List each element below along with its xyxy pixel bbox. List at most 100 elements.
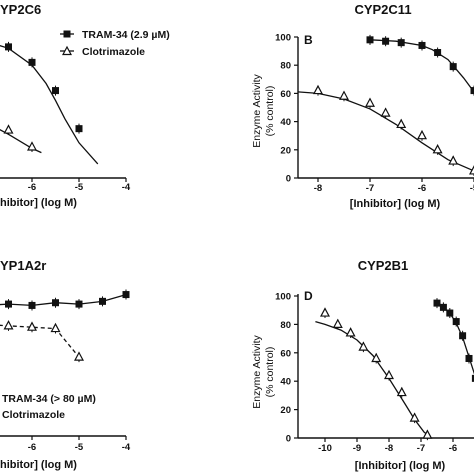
x-tick-label: -7 <box>417 443 425 454</box>
tram-34-point <box>470 87 474 95</box>
tram-34-2-9-m-curve <box>0 45 99 165</box>
tram-34-point <box>397 39 405 47</box>
y-tick-label: 60 <box>280 89 291 100</box>
y-tick-label: 60 <box>280 348 291 359</box>
tram-34-point <box>471 374 474 382</box>
x-tick-label: -9 <box>353 443 361 454</box>
panel-d-y-axis-label-line1: Enzyme Activity <box>251 334 263 408</box>
clotrimazole-point <box>432 144 443 154</box>
panel-a-x-axis-label: hibitor] (log M) <box>0 197 77 209</box>
clotrimazole-curve <box>315 320 431 438</box>
panel-b-letter: B <box>304 33 313 47</box>
legend-label-tram34: TRAM-34 (2.9 µM) <box>82 29 170 41</box>
panel-a-plot-area <box>0 41 99 165</box>
tram-34-point <box>382 37 390 45</box>
panel-c: YP1A2r -6 -5 -4 hibitor] (log M) TRAM-34… <box>0 258 131 471</box>
clotrimazole-point <box>313 84 323 95</box>
y-tick-label: 20 <box>280 405 291 416</box>
clotrimazole-curve <box>0 324 80 358</box>
clotrimazole-point <box>27 141 37 151</box>
legend-label-clotrimazole: Clotrimazole <box>2 409 65 421</box>
y-tick-label: 80 <box>280 320 291 331</box>
panel-c-x-axis-label: hibitor] (log M) <box>0 459 77 471</box>
tram-34-80-m-point <box>52 299 59 307</box>
panel-d: CYP2B1 Enzyme Activity (% control) 0 20 40… <box>251 258 474 472</box>
panel-a-x-tick-label: -6 <box>28 182 36 193</box>
tram-34-point <box>418 41 426 49</box>
tram-34-point <box>446 309 454 317</box>
panel-b-y-axis-label-line1: Enzyme Activity <box>251 73 263 147</box>
tram-34-80-m-point <box>28 301 36 309</box>
clotrimazole-curve <box>0 128 42 154</box>
panel-c-x-tick-label: -6 <box>28 442 36 453</box>
clotrimazole-point <box>3 320 14 330</box>
panel-c-x-tick-label: -5 <box>75 442 84 453</box>
tram-34-80-m-curve <box>0 293 127 307</box>
panel-b-y-axis-label-line2: (% control) <box>264 86 276 137</box>
panel-d-x-axis-label: [Inhibitor] (log M) <box>355 460 446 472</box>
panel-b-x-axis-label: [Inhibitor] (log M) <box>350 198 441 210</box>
tram-34-80-m-point <box>75 300 83 308</box>
panel-a: YP2C6 -6 -5 -4 hibitor] (log M) TRAM-34 … <box>0 2 170 209</box>
tram-34-point <box>465 354 473 362</box>
y-tick-label: 0 <box>286 174 291 185</box>
panel-a-legend: TRAM-34 (2.9 µM) Clotrimazole <box>60 29 170 58</box>
clotrimazole-point <box>422 429 433 439</box>
panel-a-x-tick-label: -5 <box>75 182 84 193</box>
panel-c-x-ticks: -6 -5 -4 <box>28 436 131 453</box>
tram-34-curve <box>436 303 474 375</box>
tram-34-80-m-point <box>5 300 12 308</box>
panel-d-y-ticks: 0 20 40 60 80 100 <box>275 292 298 445</box>
clotrimazole-curve <box>298 91 474 172</box>
clotrimazole-point <box>358 341 369 351</box>
panel-d-letter: D <box>304 289 313 303</box>
legend-triangle-marker <box>62 45 72 56</box>
panel-b-x-ticks: -8 -7 -6 -5 <box>314 178 474 194</box>
panel-d-title: CYP2B1 <box>358 258 409 273</box>
clotrimazole-point <box>345 327 356 337</box>
tram-34-2-9-m-point <box>75 125 83 133</box>
y-tick-label: 80 <box>280 61 291 72</box>
tram-34-80-m-point <box>99 297 106 305</box>
tram-34-2-9-m-point <box>5 43 12 51</box>
panel-c-legend: TRAM-34 (> 80 µM) Clotrimazole <box>2 393 96 421</box>
clotrimazole-point <box>380 107 391 117</box>
clotrimazole-point <box>469 165 474 175</box>
panel-b-y-ticks: 0 20 40 60 80 100 <box>275 33 298 185</box>
clotrimazole-point <box>320 307 330 317</box>
y-tick-label: 0 <box>286 434 291 445</box>
clotrimazole-point <box>74 351 84 361</box>
clotrimazole-point <box>371 352 382 363</box>
x-tick-label: -7 <box>366 183 374 194</box>
y-tick-label: 100 <box>275 292 291 303</box>
tram-34-point <box>452 318 460 326</box>
clotrimazole-point <box>27 321 37 331</box>
clotrimazole-point <box>339 90 349 100</box>
panel-b-title: CYP2C11 <box>354 2 411 17</box>
tram-34-point <box>433 299 441 307</box>
tram-34-80-m-point <box>122 291 130 299</box>
legend-label-clotrimazole: Clotrimazole <box>82 46 145 58</box>
x-tick-label: -8 <box>314 183 322 194</box>
tram-34-point <box>366 36 374 44</box>
panel-c-title: YP1A2r <box>0 258 46 273</box>
panel-c-x-tick-label: -4 <box>122 442 131 453</box>
clotrimazole-point <box>3 124 14 134</box>
y-tick-label: 40 <box>280 377 291 388</box>
clotrimazole-point <box>332 318 343 328</box>
panel-b: CYP2C11 Enzyme Activity (% control) 0 20 4… <box>251 2 474 210</box>
x-tick-label: -6 <box>449 443 457 454</box>
tram-34-2-9-m-point <box>52 87 59 95</box>
tram-34-point <box>449 63 457 71</box>
legend-square-marker <box>63 30 71 38</box>
panel-b-plot-area <box>298 34 474 176</box>
panel-d-y-axis-label-line2: (% control) <box>264 347 276 398</box>
tram-34-point <box>459 332 467 340</box>
clotrimazole-point <box>396 386 407 397</box>
panel-d-x-ticks: -10 -9 -8 -7 -6 <box>318 438 457 454</box>
x-tick-label: -5 <box>470 183 474 194</box>
x-tick-label: -10 <box>318 443 332 454</box>
y-tick-label: 100 <box>275 33 291 44</box>
panel-c-plot-area <box>0 289 130 363</box>
panel-a-title: YP2C6 <box>0 2 41 17</box>
